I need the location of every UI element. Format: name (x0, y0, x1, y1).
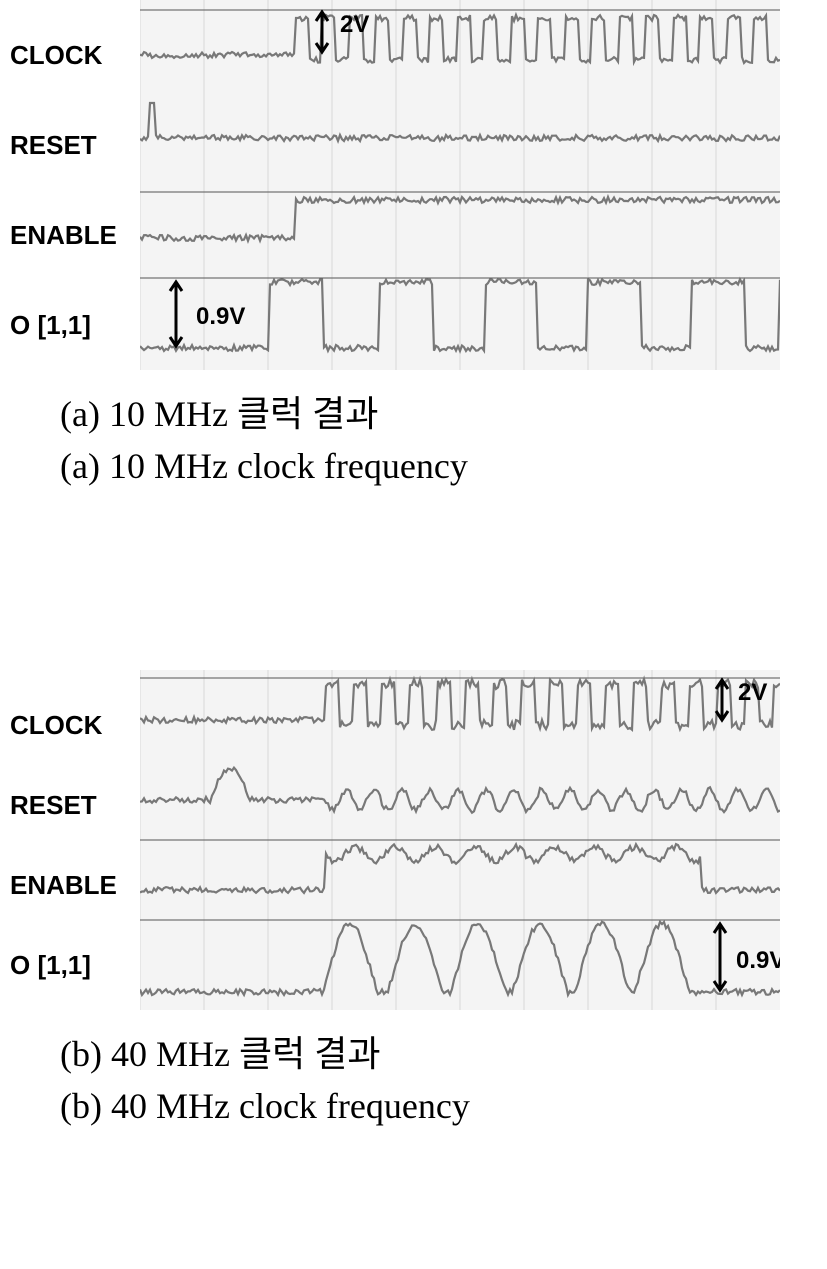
caption-a-en: (a) 10 MHz clock frequency (60, 440, 827, 492)
signal-label: CLOCK (10, 710, 102, 741)
caption-b-en: (b) 40 MHz clock frequency (60, 1080, 827, 1132)
caption-b-kr: (b) 40 MHz 클럭 결과 (60, 1028, 827, 1080)
signal-row-enable: ENABLE (140, 830, 780, 910)
oscilloscope-display-b: CLOCK2VRESETENABLEO [1,1]0.9V (140, 670, 780, 1010)
voltage-annotation: 0.9V (736, 947, 780, 974)
signal-row-clock: CLOCK2V (140, 0, 780, 90)
waveform-reset (140, 750, 780, 830)
signal-label: ENABLE (10, 870, 117, 901)
caption-block-b: (b) 40 MHz 클럭 결과 (b) 40 MHz clock freque… (60, 1028, 827, 1132)
signal-label: ENABLE (10, 220, 117, 251)
waveform-enable (140, 180, 780, 270)
signal-row-o-1-1-: O [1,1]0.9V (140, 910, 780, 1010)
signal-row-clock: CLOCK2V (140, 670, 780, 750)
waveform-clock: 2V (140, 0, 780, 90)
signal-row-enable: ENABLE (140, 180, 780, 270)
caption-block-a: (a) 10 MHz 클럭 결과 (a) 10 MHz clock freque… (60, 388, 827, 492)
voltage-annotation: 0.9V (196, 303, 245, 330)
signal-label: CLOCK (10, 40, 102, 71)
signal-row-reset: RESET (140, 750, 780, 830)
waveform-clock: 2V (140, 670, 780, 750)
voltage-annotation: 2V (340, 11, 369, 38)
signal-row-reset: RESET (140, 90, 780, 180)
signal-label: O [1,1] (10, 950, 91, 981)
oscilloscope-display-a: CLOCK2VRESETENABLEO [1,1]0.9V (140, 0, 780, 370)
voltage-annotation: 2V (738, 679, 767, 706)
signal-label: RESET (10, 130, 97, 161)
figure-a: CLOCK2VRESETENABLEO [1,1]0.9V (a) 10 MHz… (0, 0, 827, 492)
signal-row-o-1-1-: O [1,1]0.9V (140, 270, 780, 370)
signal-label: RESET (10, 790, 97, 821)
caption-a-kr: (a) 10 MHz 클럭 결과 (60, 388, 827, 440)
figure-b: CLOCK2VRESETENABLEO [1,1]0.9V (b) 40 MHz… (0, 670, 827, 1132)
waveform-enable (140, 830, 780, 910)
waveform-o [1,1]: 0.9V (140, 910, 780, 1010)
signal-label: O [1,1] (10, 310, 91, 341)
waveform-o [1,1]: 0.9V (140, 270, 780, 370)
waveform-reset (140, 90, 780, 180)
